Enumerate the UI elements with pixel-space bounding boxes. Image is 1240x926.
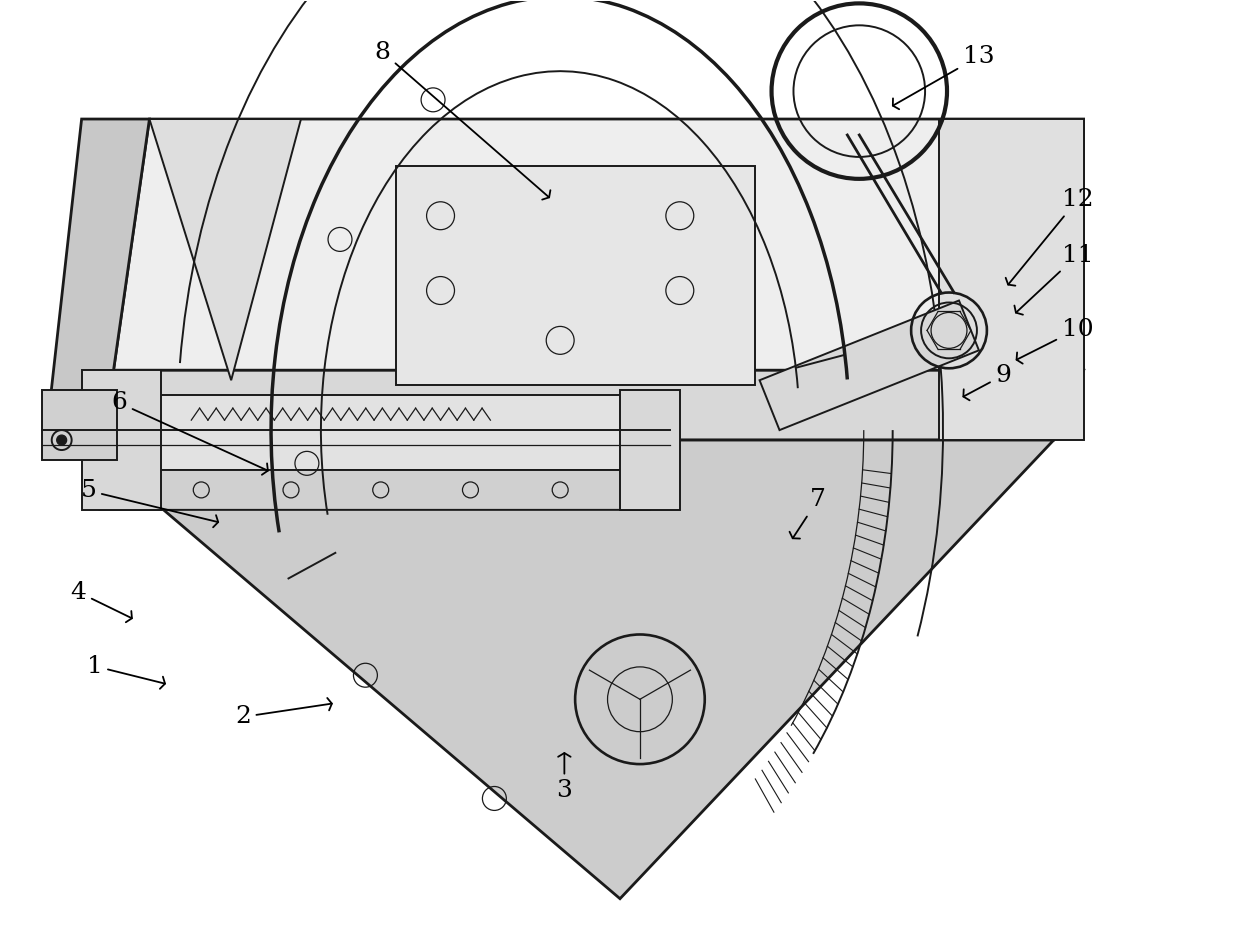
Text: 12: 12 xyxy=(1006,188,1094,286)
Text: 7: 7 xyxy=(790,488,826,539)
Polygon shape xyxy=(396,166,755,385)
Text: 2: 2 xyxy=(236,698,332,729)
Polygon shape xyxy=(107,395,660,470)
Text: 1: 1 xyxy=(87,655,165,689)
Polygon shape xyxy=(82,370,161,510)
Text: 11: 11 xyxy=(1014,244,1094,315)
Text: 5: 5 xyxy=(81,479,218,527)
Polygon shape xyxy=(42,390,117,460)
Text: 3: 3 xyxy=(557,753,573,802)
Polygon shape xyxy=(46,119,149,440)
Polygon shape xyxy=(114,119,1084,370)
Text: 13: 13 xyxy=(893,45,994,109)
Polygon shape xyxy=(620,390,680,510)
Text: 6: 6 xyxy=(112,392,268,475)
Polygon shape xyxy=(760,301,978,430)
Polygon shape xyxy=(82,370,1084,440)
Text: 10: 10 xyxy=(1017,318,1094,364)
Polygon shape xyxy=(99,470,660,510)
Polygon shape xyxy=(939,119,1084,440)
Text: 8: 8 xyxy=(374,41,551,200)
Text: 9: 9 xyxy=(963,364,1011,400)
Polygon shape xyxy=(149,119,301,381)
Circle shape xyxy=(57,435,67,445)
Polygon shape xyxy=(82,440,1054,899)
Text: 4: 4 xyxy=(71,581,131,622)
